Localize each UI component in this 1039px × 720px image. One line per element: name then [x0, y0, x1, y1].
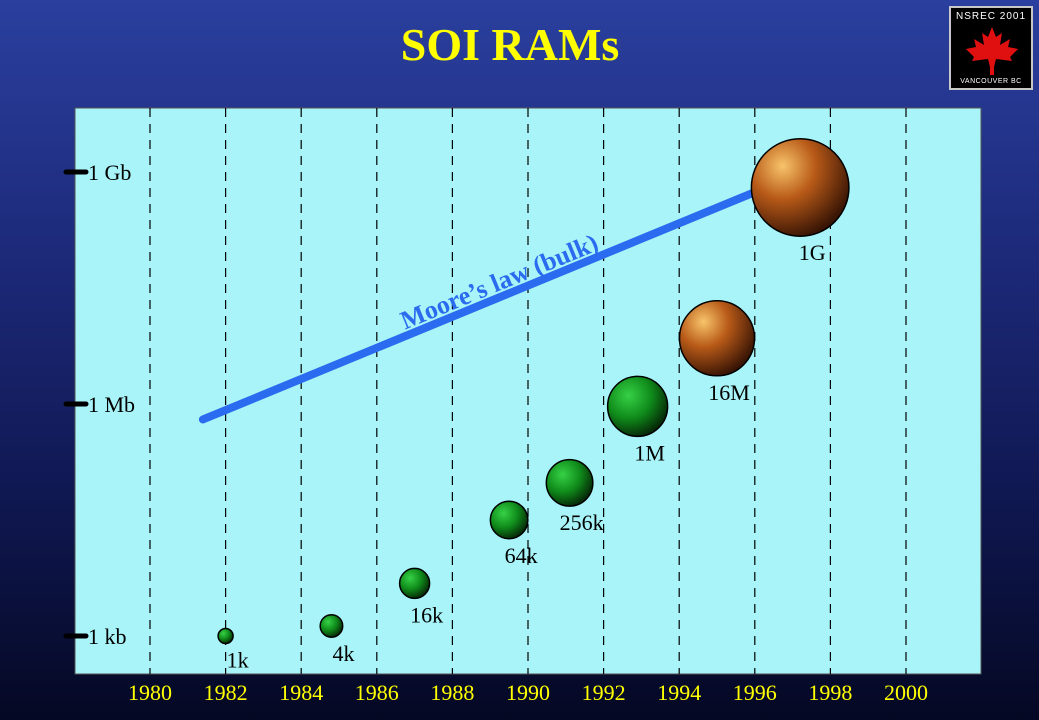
moore-law-line — [198, 183, 771, 424]
x-tick-labels: 1980 1982 1984 1986 1988 1990 1992 1994 1996 1998… — [128, 680, 928, 705]
logo-top-text: NSREC 2001 — [955, 11, 1027, 22]
ram-bubble-4k — [319, 613, 344, 638]
ram-bubble-16k — [398, 567, 431, 600]
ram-bubble-16M — [678, 300, 756, 377]
nsrec-logo: NSREC 2001 VANCOUVER BC — [949, 6, 1033, 90]
ram-bubble-64k — [489, 500, 529, 540]
y-tick-label: 1 kb — [88, 624, 127, 649]
x-tick-label-2000: 2000 — [884, 680, 928, 705]
ram-label-4k: 4k — [332, 641, 354, 666]
points-layer: 1k 4k 16k 64k 256k 1M 16M 1G — [217, 137, 850, 673]
ram-label-256k: 256k — [560, 510, 604, 535]
logo-bottom-text: VANCOUVER BC — [960, 78, 1022, 85]
x-tick-label-1988: 1988 — [430, 680, 474, 705]
ram-bubble-256k — [545, 458, 594, 507]
x-tick-label-1994: 1994 — [657, 680, 701, 705]
x-tick-label-1980: 1980 — [128, 680, 172, 705]
x-tick-label-1992: 1992 — [582, 680, 626, 705]
y-ticks: 1 kb 1 Mb 1 Gb — [63, 160, 135, 649]
x-tick-label-1986: 1986 — [355, 680, 399, 705]
ram-label-16M: 16M — [708, 380, 750, 405]
ram-label-1M: 1M — [634, 440, 665, 465]
y-tick-label: 1 Gb — [88, 160, 131, 185]
y-tick-label: 1 Mb — [88, 392, 135, 417]
ram-label-1G: 1G — [799, 240, 826, 265]
slide-title: SOI RAMs — [400, 19, 620, 70]
ram-bubble-1G — [750, 137, 850, 237]
x-tick-label-1990: 1990 — [506, 680, 550, 705]
ram-label-1k: 1k — [227, 648, 249, 673]
ram-label-64k: 64k — [505, 543, 538, 568]
maple-leaf-icon — [966, 27, 1018, 75]
x-tick-label-1984: 1984 — [279, 680, 323, 705]
ram-bubble-1M — [606, 375, 669, 438]
x-tick-label-1996: 1996 — [733, 680, 777, 705]
ram-bubble-1k — [217, 627, 234, 645]
ram-label-16k: 16k — [410, 602, 443, 627]
grid-lines — [149, 108, 907, 674]
x-tick-label-1982: 1982 — [204, 680, 248, 705]
x-tick-label-1998: 1998 — [808, 680, 852, 705]
